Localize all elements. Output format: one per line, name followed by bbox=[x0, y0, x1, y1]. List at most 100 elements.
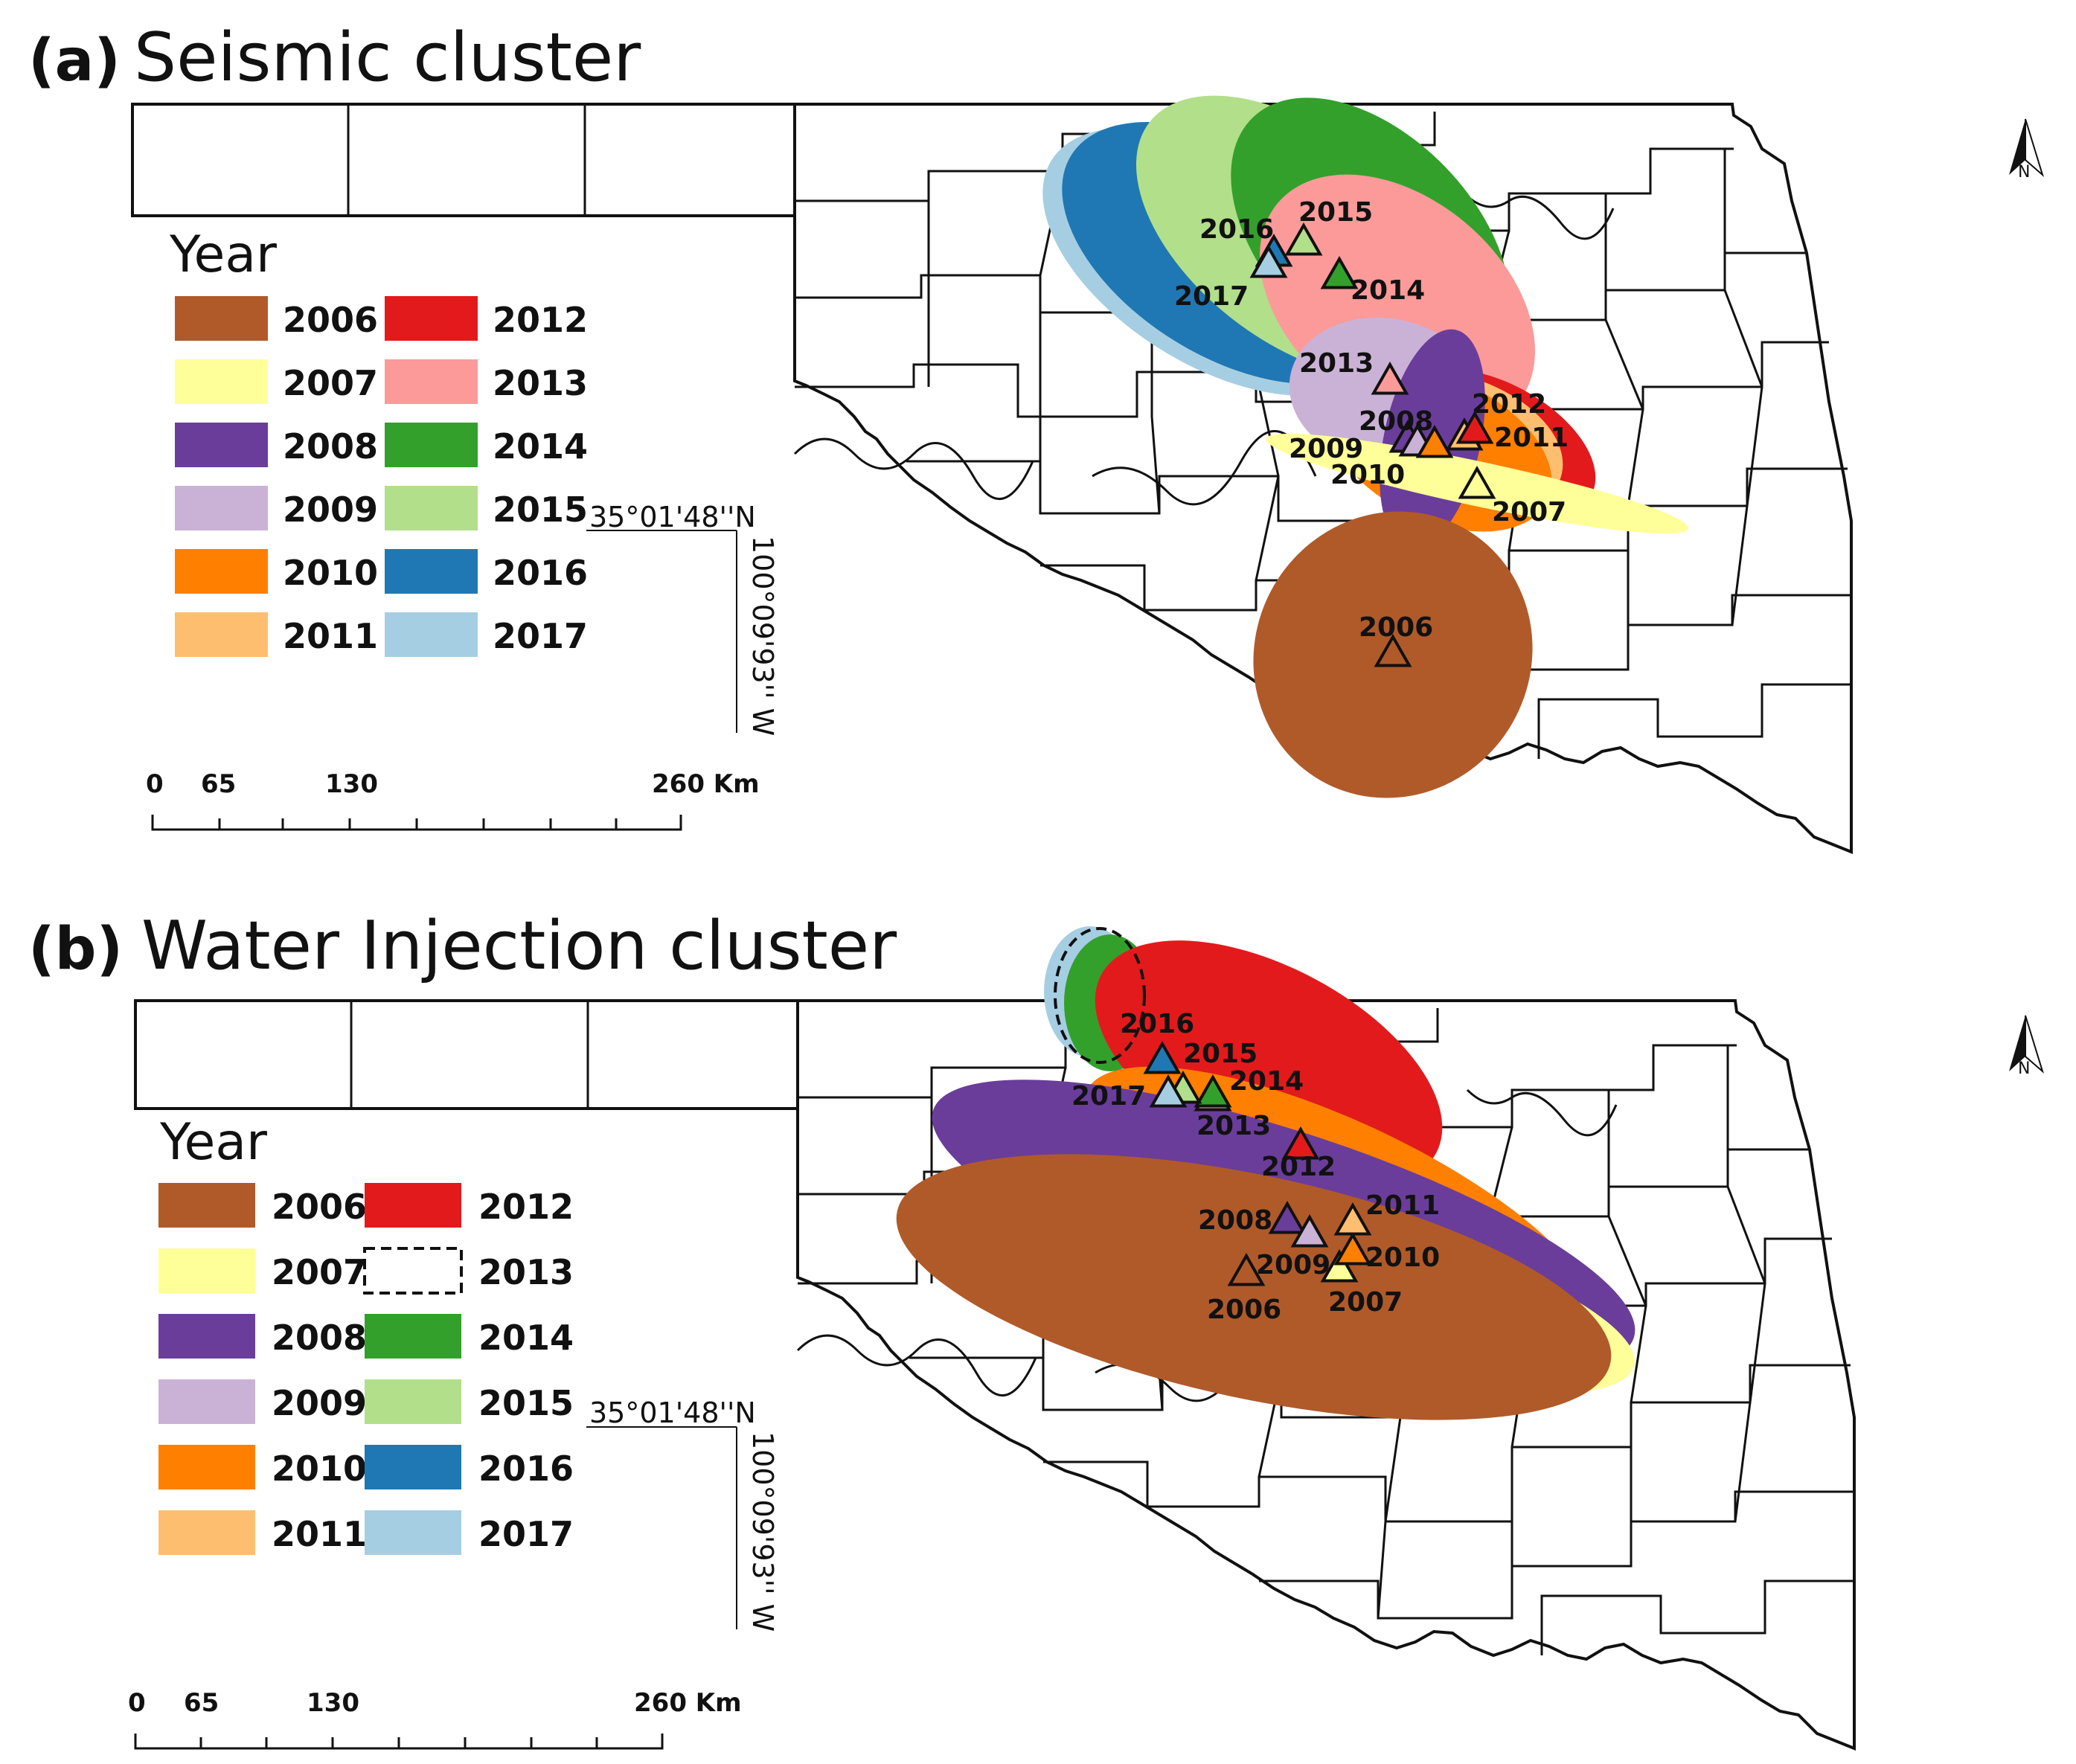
panel-a: (a) Seismic cluster bbox=[28, 19, 2044, 853]
legend-label-2009: 2009 bbox=[283, 490, 378, 530]
panel-b-lat-label: 35°01'48''N bbox=[589, 1396, 756, 1429]
centroid-label-2011: 2011 bbox=[1365, 1190, 1440, 1221]
legend-swatch-2015 bbox=[365, 1379, 461, 1424]
legend-swatch-2011 bbox=[175, 612, 268, 657]
legend-label-2014: 2014 bbox=[478, 1318, 574, 1358]
legend-swatch-2010 bbox=[175, 549, 268, 594]
centroid-label-2007: 2007 bbox=[1328, 1287, 1403, 1318]
panel-b-north-arrow-icon: N bbox=[2009, 1015, 2044, 1078]
panel-a-letter: (a) bbox=[28, 28, 121, 94]
scale-b-130: 130 bbox=[307, 1688, 359, 1718]
centroid-label-2009: 2009 bbox=[1289, 434, 1363, 464]
legend-label-2013: 2013 bbox=[478, 1252, 574, 1292]
legend-swatch-2013 bbox=[363, 1247, 463, 1295]
centroid-label-2011: 2011 bbox=[1494, 423, 1569, 453]
legend-swatch-2015 bbox=[385, 486, 478, 530]
legend-label-2016: 2016 bbox=[478, 1449, 574, 1489]
centroid-label-2015: 2015 bbox=[1298, 197, 1373, 228]
panel-b-points: 2006 2007 2008 2009 2010 2011 2012 2013 20142015… bbox=[1071, 1009, 1440, 1325]
legend-label-2008: 2008 bbox=[272, 1318, 367, 1358]
legend-label-2017: 2017 bbox=[493, 616, 588, 656]
legend-label-2010: 2010 bbox=[283, 553, 378, 593]
legend-label-2012: 2012 bbox=[493, 300, 588, 340]
panel-a-title: Seismic cluster bbox=[134, 19, 641, 97]
centroid-label-2009: 2009 bbox=[1256, 1250, 1330, 1280]
centroid-2013 bbox=[1371, 361, 1409, 395]
centroid-label-2014: 2014 bbox=[1229, 1066, 1304, 1097]
scale-b-0: 0 bbox=[128, 1688, 146, 1718]
panel-a-legend-title: Year bbox=[169, 225, 277, 284]
centroid-2012 bbox=[1455, 410, 1494, 444]
scale-b-65: 65 bbox=[184, 1688, 219, 1718]
legend-swatch-2016 bbox=[385, 549, 478, 594]
legend-swatch-2011 bbox=[158, 1510, 255, 1555]
panel-b-letter: (b) bbox=[28, 916, 123, 983]
centroid-2011 bbox=[1333, 1202, 1372, 1236]
legend-swatch-2017 bbox=[365, 1510, 461, 1555]
centroid-2016 bbox=[1143, 1040, 1182, 1074]
centroid-2007 bbox=[1458, 465, 1496, 499]
centroid-label-2006: 2006 bbox=[1207, 1295, 1281, 1325]
ellipse-2013 bbox=[1054, 927, 1146, 1064]
centroid-2008 bbox=[1268, 1200, 1307, 1234]
legend-label-2009: 2009 bbox=[272, 1383, 367, 1423]
centroid-label-2013: 2013 bbox=[1196, 1111, 1271, 1141]
centroid-label-2017: 2017 bbox=[1174, 281, 1249, 312]
legend-label-2006: 2006 bbox=[272, 1187, 367, 1227]
panel-b: (b) Water Injection cluster bbox=[28, 907, 2044, 1750]
centroid-label-2012: 2012 bbox=[1261, 1152, 1336, 1182]
panel-b-legend-title: Year bbox=[159, 1113, 267, 1172]
legend-label-2013: 2013 bbox=[493, 363, 588, 403]
centroid-label-2016: 2016 bbox=[1120, 1009, 1194, 1039]
legend-label-2015: 2015 bbox=[493, 490, 588, 530]
panel-b-title: Water Injection cluster bbox=[141, 907, 897, 985]
legend-swatch-2007 bbox=[158, 1248, 255, 1293]
legend-swatch-2016 bbox=[365, 1445, 461, 1489]
centroid-2017 bbox=[1249, 244, 1288, 278]
legend-label-2015: 2015 bbox=[478, 1383, 574, 1423]
legend-swatch-2014 bbox=[365, 1314, 461, 1359]
legend-swatch-2006 bbox=[158, 1183, 255, 1228]
centroid-label-2008: 2008 bbox=[1198, 1205, 1272, 1236]
ellipse-2006 bbox=[896, 1154, 1612, 1420]
centroid-2012 bbox=[1281, 1126, 1320, 1160]
panel-b-lon-label: 100°09'93'' W bbox=[746, 1431, 779, 1632]
legend-swatch-2014 bbox=[385, 423, 478, 467]
legend-swatch-2012 bbox=[365, 1183, 461, 1228]
centroid-label-2015: 2015 bbox=[1183, 1039, 1258, 1069]
centroid-2014 bbox=[1194, 1074, 1232, 1108]
legend-label-2014: 2014 bbox=[493, 426, 588, 466]
centroid-label-2017: 2017 bbox=[1071, 1081, 1146, 1112]
panel-a-points: 2006200720082009201020112012201320142015… bbox=[1174, 197, 1569, 667]
legend-swatch-2017 bbox=[385, 612, 478, 657]
legend-swatch-2009 bbox=[175, 486, 268, 530]
panel-b-legend: 2006 2007 2008 2009 2010 2011 2012 2013 2014 2015… bbox=[158, 1183, 574, 1555]
panel-b-ellipses bbox=[896, 926, 1636, 1420]
centroid-2007 bbox=[1320, 1248, 1359, 1283]
centroid-2006 bbox=[1374, 633, 1412, 667]
centroid-2015 bbox=[1284, 222, 1323, 256]
svg-text:N: N bbox=[2018, 1059, 2030, 1078]
panel-b-panhandle bbox=[134, 999, 799, 1110]
legend-swatch-2013 bbox=[385, 359, 478, 404]
centroid-label-2007: 2007 bbox=[1492, 497, 1566, 527]
legend-swatch-2010 bbox=[158, 1445, 255, 1489]
legend-label-2016: 2016 bbox=[493, 553, 588, 593]
centroid-2010 bbox=[1415, 424, 1454, 458]
centroid-2006 bbox=[1227, 1252, 1266, 1286]
legend-swatch-2009 bbox=[158, 1379, 255, 1424]
centroid-label-2014: 2014 bbox=[1351, 275, 1425, 306]
centroid-2017 bbox=[1149, 1074, 1188, 1108]
legend-label-2017: 2017 bbox=[478, 1514, 574, 1554]
panel-a-legend: 2006 2007 2008 2009 2010 2011 2012 2013 2014 2015… bbox=[175, 296, 588, 657]
legend-swatch-2007 bbox=[175, 359, 268, 404]
scale-a-65: 65 bbox=[201, 769, 236, 799]
centroid-label-2016: 2016 bbox=[1199, 214, 1274, 245]
panel-b-scale-bar: 0 65 130 260 Km bbox=[128, 1688, 742, 1750]
legend-swatch-2012 bbox=[385, 296, 478, 341]
panel-a-panhandle bbox=[131, 103, 796, 217]
legend-label-2010: 2010 bbox=[272, 1449, 367, 1489]
centroid-label-2006: 2006 bbox=[1359, 612, 1433, 643]
centroid-label-2012: 2012 bbox=[1472, 389, 1546, 420]
legend-label-2011: 2011 bbox=[272, 1514, 367, 1554]
